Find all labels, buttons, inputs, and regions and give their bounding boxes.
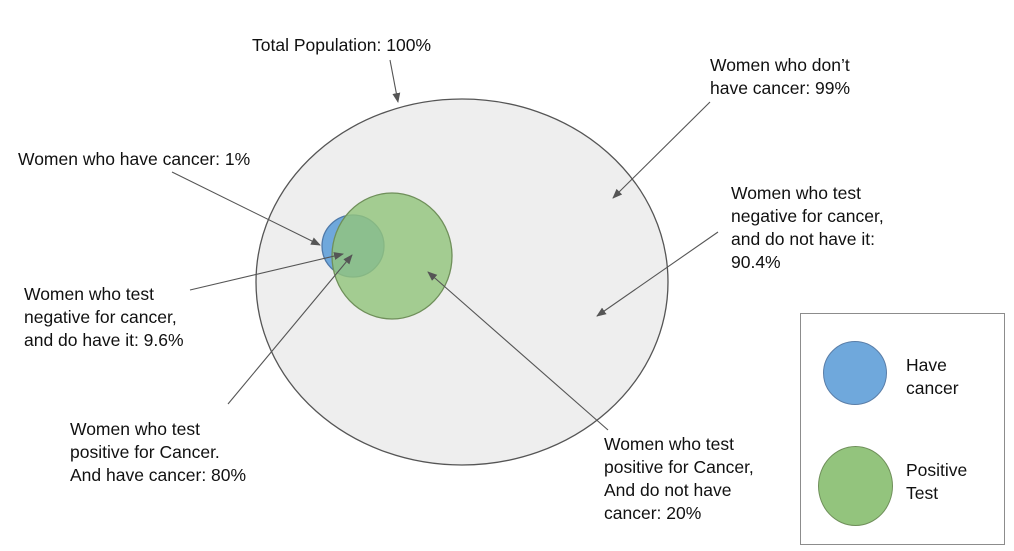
positive-test-ellipse [331, 192, 453, 320]
arrow-no-cancer [612, 101, 711, 199]
total-population-ellipse [255, 98, 669, 466]
arrow-total-population [389, 59, 401, 103]
legend-have-cancer-swatch [823, 341, 887, 405]
arrow-false-positive [427, 271, 609, 431]
legend-positive-test-label: Positive Test [906, 460, 968, 503]
label-have-cancer: Women who have cancer: 1% [18, 149, 251, 169]
arrow-true-positive [227, 254, 353, 405]
arrow-true-negative [596, 231, 719, 317]
legend: Have cancer Positive Test [800, 313, 1005, 545]
label-false-negative: Women who test negative for cancer, and … [24, 284, 184, 350]
label-total-population: Total Population: 100% [252, 35, 432, 55]
pointer-arrows [171, 59, 719, 431]
label-no-cancer: Women who don’t have cancer: 99% [710, 55, 851, 98]
legend-have-cancer-label: Have cancer [906, 355, 959, 398]
arrow-have-cancer [171, 171, 321, 246]
arrow-false-negative [189, 252, 344, 291]
legend-positive-test-swatch [818, 446, 893, 526]
label-true-positive: Women who test positive for Cancer. And … [70, 419, 247, 485]
label-false-positive: Women who test positive for Cancer, And … [604, 434, 754, 523]
label-true-negative: Women who test negative for cancer, and … [731, 183, 884, 272]
